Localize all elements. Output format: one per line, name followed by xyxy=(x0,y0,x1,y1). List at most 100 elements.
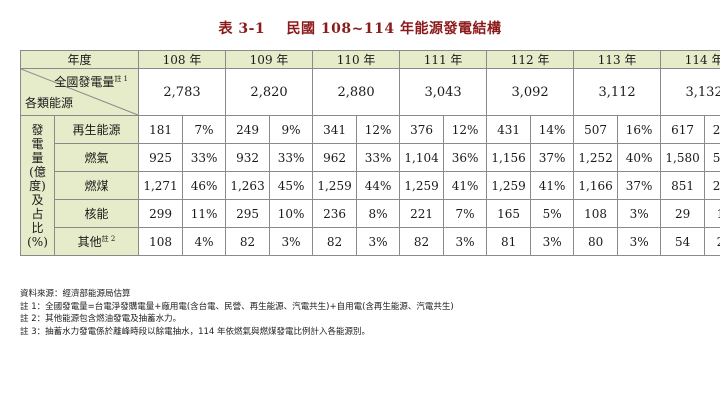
table-row: 燃煤 1,271 46% 1,263 45% 1,259 44% 1,259 41% 1… xyxy=(21,171,720,200)
year-header: 111 年 xyxy=(399,50,488,69)
share-cell: 11% xyxy=(182,199,227,228)
row-label: 核能 xyxy=(53,199,140,228)
row-label: 其他註 2 xyxy=(53,227,140,256)
year-header: 109 年 xyxy=(225,50,314,69)
value-cell: 80 xyxy=(573,227,619,256)
table-number: 表 3-1 xyxy=(218,21,266,37)
share-cell: 12% xyxy=(356,115,401,144)
share-cell: 33% xyxy=(356,143,401,172)
share-cell: 3% xyxy=(269,227,314,256)
row-label: 燃煤 xyxy=(53,171,140,200)
share-cell: 9% xyxy=(269,115,314,144)
year-header: 110 年 xyxy=(312,50,401,69)
value-cell: 82 xyxy=(312,227,358,256)
value-cell: 851 xyxy=(660,171,706,200)
share-cell: 3% xyxy=(356,227,401,256)
share-cell: 7% xyxy=(182,115,227,144)
table-row: 發電量 (億 度) 及占比 (%) 再生能源 181 7% 249 9% 341 12% 37… xyxy=(20,115,720,256)
footnote: 註 1：全國發電量=台電淨發購電量+廠用電(含台電、民營、再生能源、汽電共生)+… xyxy=(20,301,454,312)
year-header-label: 年度 xyxy=(19,50,140,69)
value-cell: 81 xyxy=(486,227,532,256)
energy-table: 年度 108 年 109 年 110 年 111 年 112 年 113 年 1… xyxy=(19,50,720,256)
total-label: 全國發電量註 1 xyxy=(54,75,129,89)
share-cell: 45% xyxy=(269,171,314,200)
share-cell: 2% xyxy=(704,227,720,256)
share-cell: 46% xyxy=(182,171,227,200)
value-cell: 1,580 xyxy=(660,143,706,172)
value-cell: 376 xyxy=(399,115,445,144)
value-cell: 249 xyxy=(225,115,271,144)
value-cell: 1,263 xyxy=(225,171,271,200)
total-value: 3,132 xyxy=(660,68,720,116)
share-cell: 1% xyxy=(704,199,720,228)
share-cell: 5% xyxy=(530,199,575,228)
share-cell: 16% xyxy=(617,115,662,144)
value-cell: 1,104 xyxy=(399,143,445,172)
total-value: 3,092 xyxy=(486,68,575,116)
value-cell: 54 xyxy=(660,227,706,256)
total-value: 3,043 xyxy=(399,68,488,116)
table-caption: 民國 108~114 年能源發電結構 xyxy=(286,21,502,37)
share-cell: 14% xyxy=(530,115,575,144)
value-cell: 1,259 xyxy=(312,171,358,200)
total-value: 2,783 xyxy=(138,68,227,116)
share-cell: 3% xyxy=(617,199,662,228)
year-header: 108 年 xyxy=(138,50,227,69)
year-header-row: 年度 108 年 109 年 110 年 111 年 112 年 113 年 1… xyxy=(19,50,720,69)
value-cell: 1,271 xyxy=(138,171,184,200)
share-cell: 3% xyxy=(617,227,662,256)
year-header: 113 年 xyxy=(573,50,662,69)
share-cell: 27% xyxy=(704,171,720,200)
value-cell: 617 xyxy=(660,115,706,144)
value-cell: 1,156 xyxy=(486,143,532,172)
year-header: 114 年 xyxy=(660,50,720,69)
share-cell: 4% xyxy=(182,227,227,256)
value-cell: 932 xyxy=(225,143,271,172)
share-cell: 41% xyxy=(443,171,488,200)
value-cell: 507 xyxy=(573,115,619,144)
total-value: 2,820 xyxy=(225,68,314,116)
row-label: 燃氣 xyxy=(53,143,140,172)
value-cell: 181 xyxy=(138,115,184,144)
share-cell: 8% xyxy=(356,199,401,228)
total-note-ref: 註 1 xyxy=(114,75,129,83)
value-cell: 1,259 xyxy=(486,171,532,200)
share-cell: 10% xyxy=(269,199,314,228)
value-cell: 299 xyxy=(138,199,184,228)
value-cell: 925 xyxy=(138,143,184,172)
total-row: 全國發電量註 1 各類能源 2,783 2,820 2,880 3,043 3,… xyxy=(19,68,720,116)
value-cell: 295 xyxy=(225,199,271,228)
share-cell: 50% xyxy=(704,143,720,172)
diagonal-header-cell: 全國發電量註 1 各類能源 xyxy=(19,68,140,116)
diagonal-line xyxy=(21,69,139,115)
value-cell: 341 xyxy=(312,115,358,144)
source-note: 資料來源：經濟部能源局估算 xyxy=(20,289,131,299)
side-label: 發電量 (億 度) 及占比 (%) xyxy=(20,115,55,256)
share-cell: 3% xyxy=(443,227,488,256)
value-cell: 108 xyxy=(138,227,184,256)
value-cell: 431 xyxy=(486,115,532,144)
table-title: 表 3-1 民國 108~114 年能源發電結構 xyxy=(0,18,720,38)
value-cell: 29 xyxy=(660,199,706,228)
table-row: 燃氣 925 33% 932 33% 962 33% 1,104 36% 1,156 37… xyxy=(21,143,720,172)
year-header: 112 年 xyxy=(486,50,575,69)
share-cell: 7% xyxy=(443,199,488,228)
table-row: 核能 299 11% 295 10% 236 8% 221 7% 165 5% 108 3%… xyxy=(21,199,720,228)
total-value: 3,112 xyxy=(573,68,662,116)
row-note-ref: 註 2 xyxy=(101,235,116,243)
value-cell: 108 xyxy=(573,199,619,228)
value-cell: 962 xyxy=(312,143,358,172)
share-cell: 33% xyxy=(182,143,227,172)
share-cell: 41% xyxy=(530,171,575,200)
category-label: 各類能源 xyxy=(25,96,74,110)
share-cell: 12% xyxy=(443,115,488,144)
share-cell: 20% xyxy=(704,115,720,144)
share-cell: 44% xyxy=(356,171,401,200)
footnote: 註 3：抽蓄水力發電係於離峰時段以餘電抽水，114 年依燃氣與燃煤發電比例計入各… xyxy=(20,326,371,337)
value-cell: 165 xyxy=(486,199,532,228)
footnote: 註 2：其他能源包含燃油發電及抽蓄水力。 xyxy=(20,314,182,324)
value-cell: 1,259 xyxy=(399,171,445,200)
share-cell: 3% xyxy=(530,227,575,256)
share-cell: 37% xyxy=(530,143,575,172)
